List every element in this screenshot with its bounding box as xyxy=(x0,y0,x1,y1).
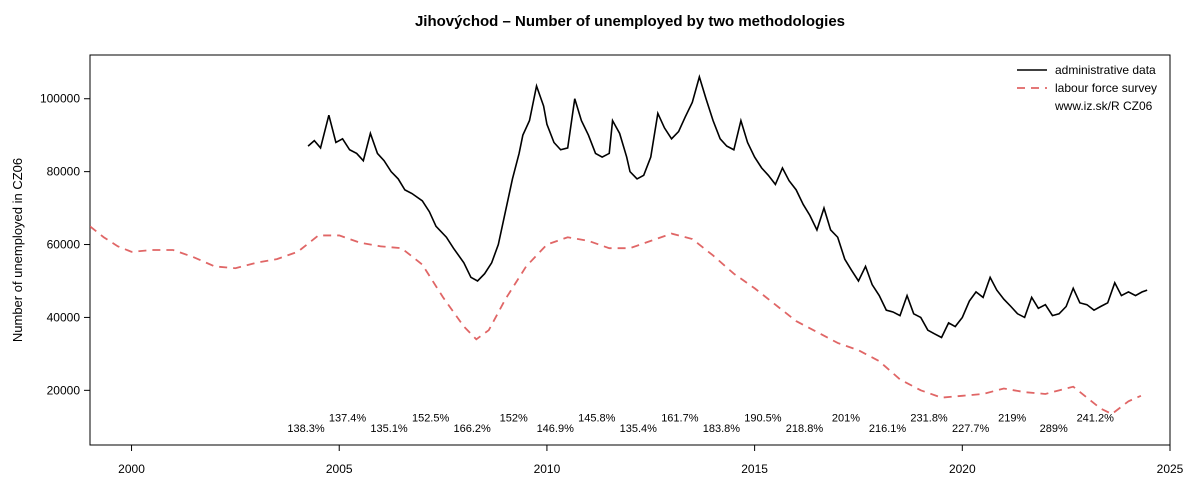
x-tick-label: 2005 xyxy=(326,462,353,476)
legend-label: labour force survey xyxy=(1055,81,1157,95)
legend-source-text: www.iz.sk/R CZ06 xyxy=(1054,99,1153,113)
x-tick-label: 2015 xyxy=(741,462,768,476)
percent-label: 218.8% xyxy=(786,423,824,435)
percent-label: 166.2% xyxy=(453,423,491,435)
chart-title: Jihovýchod – Number of unemployed by two… xyxy=(415,13,845,30)
x-tick-label: 2000 xyxy=(118,462,145,476)
percent-label: 227.7% xyxy=(952,423,990,435)
percent-label: 137.4% xyxy=(329,412,367,424)
percent-label: 183.8% xyxy=(703,423,741,435)
percent-label: 231.8% xyxy=(910,412,948,424)
percent-label: 219% xyxy=(998,412,1026,424)
percent-label: 216.1% xyxy=(869,423,907,435)
percent-label: 146.9% xyxy=(537,423,575,435)
percent-label: 152% xyxy=(500,412,528,424)
x-tick-label: 2025 xyxy=(1157,462,1184,476)
percent-label: 145.8% xyxy=(578,412,616,424)
chart-container: Jihovýchod – Number of unemployed by two… xyxy=(0,0,1200,500)
y-axis-label: Number of unemployed in CZ06 xyxy=(10,158,25,342)
percent-label: 190.5% xyxy=(744,412,782,424)
legend-label: administrative data xyxy=(1055,63,1156,77)
x-tick-label: 2020 xyxy=(949,462,976,476)
percent-label: 201% xyxy=(832,412,860,424)
y-tick-label: 100000 xyxy=(40,92,80,106)
y-tick-label: 20000 xyxy=(47,383,81,397)
line-chart: Jihovýchod – Number of unemployed by two… xyxy=(0,0,1200,500)
y-tick-label: 40000 xyxy=(47,310,81,324)
percent-label: 135.1% xyxy=(370,423,408,435)
x-tick-label: 2010 xyxy=(534,462,561,476)
percent-label: 135.4% xyxy=(620,423,658,435)
percent-label: 161.7% xyxy=(661,412,699,424)
percent-label: 138.3% xyxy=(287,423,325,435)
y-tick-label: 60000 xyxy=(47,238,81,252)
percent-label: 152.5% xyxy=(412,412,450,424)
y-tick-label: 80000 xyxy=(47,165,81,179)
percent-label: 289% xyxy=(1040,423,1068,435)
percent-label: 241.2% xyxy=(1077,412,1115,424)
